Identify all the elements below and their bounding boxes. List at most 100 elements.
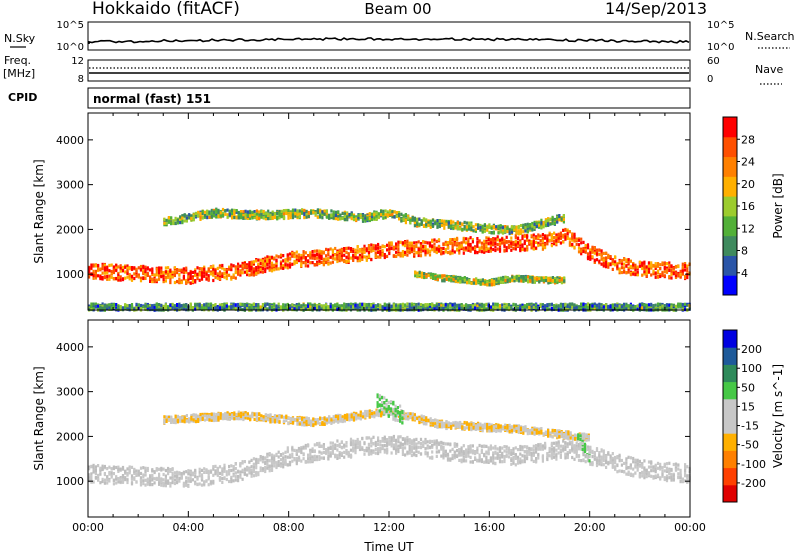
echo-cell [117,273,120,277]
echo-cell [212,214,216,218]
echo-cell [428,243,432,247]
echo-cell [151,270,154,274]
echo-cell [203,306,206,310]
echo-cell [537,243,540,248]
echo-cell [503,305,506,309]
echo-cell [219,211,222,215]
echo-cell [367,252,371,256]
echo-cell [424,253,427,257]
echo-cell [361,252,364,256]
echo-cell [264,256,267,260]
echo-cell [526,244,529,249]
echo-cell [108,307,111,311]
echo-cell [358,256,362,260]
echo-cell [627,258,630,262]
echo-cell [340,306,343,311]
echo-cell [237,302,240,307]
echo-cell [192,214,195,218]
echo-cell [278,213,281,217]
echo-cell [530,305,533,309]
echo-cell [164,266,167,270]
echo-cell [246,216,249,220]
echo-cell [670,276,673,280]
echo-cell [431,239,434,243]
echo-cell [249,214,252,218]
echo-cell [205,277,208,281]
echo-cell [422,244,425,249]
echo-cell [155,273,158,277]
echo-cell [291,251,294,255]
echo-cell [413,241,416,245]
echo-cell [502,275,505,280]
echo-cell [358,258,362,262]
echo-cell [258,214,261,218]
echo-cell [365,303,368,307]
echo-cell [556,220,559,224]
echo-cell [325,303,328,307]
echo-cell [164,276,167,280]
echo-cell [262,216,265,220]
echo-cell [106,265,109,269]
echo-cell [231,215,234,219]
echo-cell [316,211,319,215]
echo-cell [337,215,340,219]
echo-cell [438,219,441,223]
echo-cell [101,271,104,275]
echo-cell [488,283,491,287]
echo-cell [584,250,587,254]
echo-cell [555,306,558,310]
echo-cell [488,223,491,227]
echo-cell [115,266,118,270]
echo-cell [253,212,256,216]
echo-cell [345,255,348,259]
echo-cell [625,271,628,275]
echo-cell [497,276,500,280]
echo-cell [397,304,400,308]
echo-cell [97,263,100,268]
echo-cell [510,306,513,310]
echo-cell [139,303,143,308]
echo-cell [268,267,271,271]
echo-cell [221,263,224,268]
echo-cell [477,279,480,283]
echo-cell [553,220,556,224]
echo-cell [418,272,421,276]
echo-cell [200,277,204,281]
echo-cell [169,268,172,272]
echo-cell [471,238,474,242]
echo-cell [502,280,505,284]
echo-cell [548,238,551,242]
echo-cell [524,226,527,230]
echo-cell [361,214,365,218]
echo-cell [340,253,343,258]
echo-cell [568,243,571,247]
echo-cell [126,266,129,270]
echo-cell [190,214,193,218]
echo-cell [377,246,380,250]
echo-cell [92,306,95,311]
echo-cell [115,264,118,268]
echo-cell [492,231,495,235]
echo-cell [395,254,398,258]
echo-cell [444,242,447,246]
echo-cell [672,271,675,275]
echo-cell [377,306,380,310]
echo-cell [542,279,545,283]
echo-cell [332,213,335,217]
echo-cell [277,305,280,309]
echo-cell [189,281,192,285]
echo-cell [436,225,439,229]
echo-cell [139,306,143,310]
echo-cell [435,239,438,243]
echo-cell [346,218,349,222]
echo-cell [357,215,360,219]
echo-cell [246,273,249,277]
echo-cell [377,303,380,307]
echo-cell [510,241,513,245]
echo-cell [218,265,222,269]
echo-cell [187,277,190,281]
echo-cell [460,306,463,310]
echo-cell [312,210,315,214]
echo-cell [345,305,348,309]
echo-cell [322,263,325,267]
